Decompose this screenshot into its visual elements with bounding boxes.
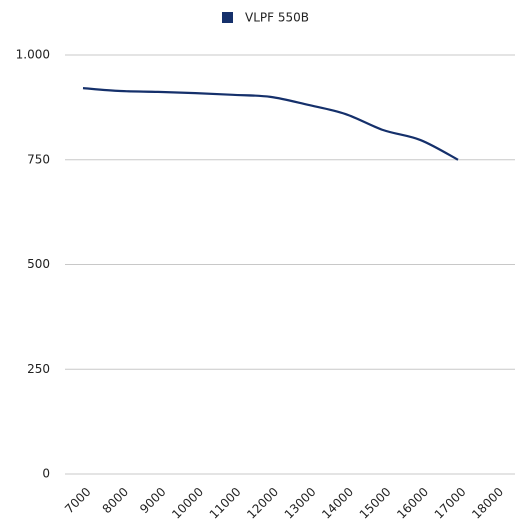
x-tick-label: 14000 <box>319 485 356 522</box>
x-tick-label: 7000 <box>62 485 93 516</box>
y-tick-label: 1.000 <box>16 48 50 62</box>
x-tick-label: 18000 <box>469 485 506 522</box>
x-tick-label: 17000 <box>432 485 469 522</box>
y-tick-label: 250 <box>27 362 50 376</box>
y-tick-label: 0 <box>42 467 50 481</box>
legend-label: VLPF 550B <box>245 11 309 25</box>
line-series <box>82 87 459 161</box>
x-tick-label: 13000 <box>282 485 319 522</box>
x-tick-label: 8000 <box>100 485 131 516</box>
x-tick-label: 15000 <box>357 485 394 522</box>
x-tick-label: 12000 <box>244 485 281 522</box>
x-tick-label: 10000 <box>169 485 206 522</box>
x-tick-label: 9000 <box>137 485 168 516</box>
legend-swatch <box>222 12 233 23</box>
x-tick-label: 16000 <box>394 485 431 522</box>
y-tick-label: 750 <box>27 152 50 166</box>
x-tick-label: 11000 <box>207 485 244 522</box>
y-tick-label: 500 <box>27 257 50 271</box>
